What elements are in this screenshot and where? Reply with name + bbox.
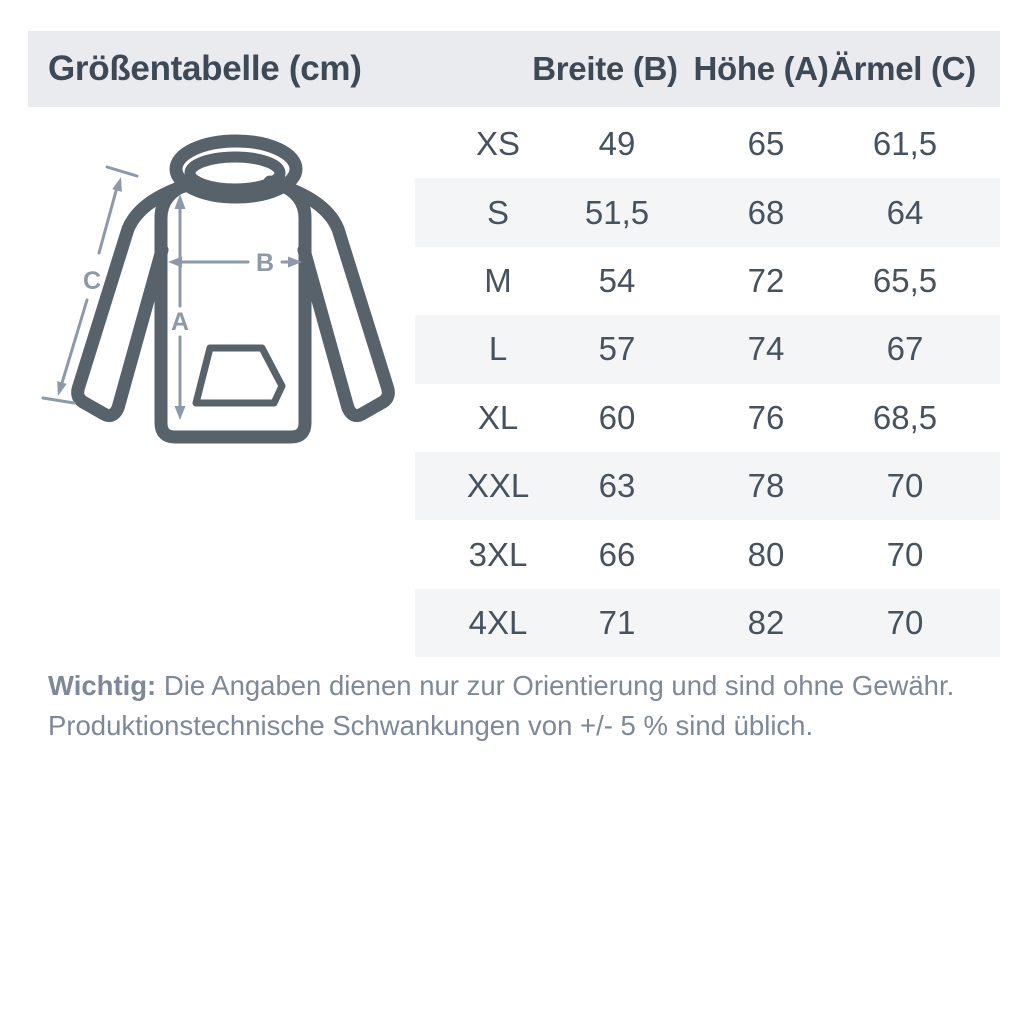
arrow-c-shaft-bottom <box>60 298 89 385</box>
hoodie-sleeve-left <box>71 175 203 422</box>
cell-c: 61,5 <box>872 125 938 163</box>
cell-h: 80 <box>747 535 785 573</box>
cell-b: 51,5 <box>584 193 650 231</box>
cell-h: 65 <box>747 125 785 163</box>
size-table: XS 49 65 61,5 S 51,5 68 64 M 54 72 65,5 L 57 74 67 XL 60 7… <box>415 110 1000 658</box>
hoodie-outline <box>71 134 395 444</box>
table-row: 3XL 66 80 70 <box>415 520 1000 588</box>
table-row: XL 60 76 68,5 <box>415 384 1000 452</box>
hood-inner-ring <box>184 151 286 195</box>
cell-h: 72 <box>747 261 785 299</box>
hoodie-body <box>154 177 312 444</box>
cell-h: 78 <box>747 467 785 505</box>
cell-size: M <box>484 261 512 299</box>
note-line2: Produktionstechnische Schwankungen von +… <box>48 710 814 741</box>
cell-h: 68 <box>747 193 785 231</box>
arrow-c-tick-top <box>105 165 139 178</box>
cell-size: L <box>488 330 508 368</box>
cell-b: 63 <box>598 467 636 505</box>
table-row: 4XL 71 82 70 <box>415 588 1000 658</box>
cell-b: 57 <box>598 330 636 368</box>
page-title: Größentabelle (cm) <box>48 49 362 88</box>
arrow-a-head-bottom <box>174 406 186 420</box>
cell-size: S <box>486 193 509 231</box>
cell-c: 68,5 <box>872 398 938 436</box>
hoodie-sleeve-right <box>263 175 395 422</box>
cell-size: XL <box>477 398 519 436</box>
table-row: XS 49 65 61,5 <box>415 110 1000 178</box>
column-header-breite: Breite (B) <box>532 50 678 87</box>
note-label: Wichtig: <box>48 670 157 701</box>
cell-b: 66 <box>598 535 636 573</box>
arrow-c-head-bottom <box>57 381 67 396</box>
label-c: C <box>83 267 101 295</box>
measure-labels: A B C <box>83 249 274 336</box>
cell-size: XS <box>475 125 521 163</box>
cell-h: 82 <box>747 603 785 641</box>
cell-size: XXL <box>466 467 530 505</box>
hoodie-pocket <box>192 344 286 407</box>
table-row: M 54 72 65,5 <box>415 247 1000 315</box>
arrow-a-head-top <box>174 194 186 209</box>
column-header-hoehe: Höhe (A) <box>693 50 829 87</box>
cell-size: 4XL <box>468 603 528 641</box>
header-bar: Größentabelle (cm) Breite (B) Höhe (A) Ä… <box>28 31 1000 107</box>
note-line1: Die Angaben dienen nur zur Orientierung … <box>163 670 955 701</box>
hoodie-diagram: A B C <box>41 134 395 444</box>
table-row: XXL 63 78 70 <box>415 451 1000 521</box>
table-row: L 57 74 67 <box>415 315 1000 384</box>
label-a: A <box>171 308 189 336</box>
cell-b: 60 <box>598 398 636 436</box>
measure-arrows <box>41 165 302 420</box>
cell-b: 49 <box>598 125 636 163</box>
cell-c: 70 <box>886 535 924 573</box>
cell-size: 3XL <box>468 535 528 573</box>
arrow-b-head-right <box>288 256 302 268</box>
cell-c: 64 <box>886 193 924 231</box>
arrow-c-tick-bottom <box>41 396 76 405</box>
arrow-b-head-left <box>168 256 182 268</box>
cell-c: 70 <box>886 467 924 505</box>
arrow-c-shaft-top <box>97 189 118 255</box>
important-note: Wichtig: Die Angaben dienen nur zur Orie… <box>48 666 988 746</box>
cell-b: 71 <box>598 603 636 641</box>
label-b: B <box>256 249 274 277</box>
cell-b: 54 <box>598 261 636 299</box>
cell-c: 70 <box>886 603 924 641</box>
cell-c: 67 <box>886 330 924 368</box>
arrow-c-head-top <box>112 177 122 192</box>
cell-h: 76 <box>747 398 785 436</box>
cell-c: 65,5 <box>872 261 938 299</box>
column-header-aermel: Ärmel (C) <box>830 50 976 87</box>
hood-outer-ring <box>169 134 303 204</box>
cell-h: 74 <box>747 330 785 368</box>
table-row: S 51,5 68 64 <box>415 178 1000 247</box>
